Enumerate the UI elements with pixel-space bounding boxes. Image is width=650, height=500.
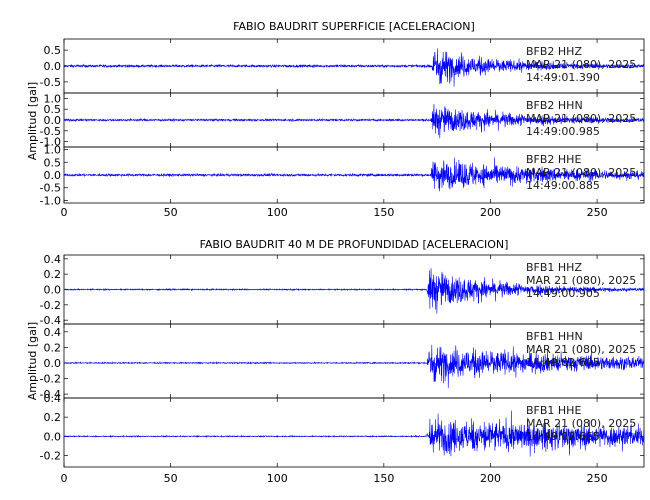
waveform-line: [63, 410, 645, 457]
trace-station-label: BFB1 HHN: [526, 330, 583, 343]
trace-date-label: MAR 21 (080), 2025: [526, 343, 636, 356]
x-tick-label: 250: [587, 206, 608, 219]
trace-station-label: BFB2 HHE: [526, 153, 581, 166]
x-tick-label: 50: [164, 206, 178, 219]
y-tick-label: 0.5: [44, 156, 62, 169]
y-tick-label: 0.4: [44, 326, 62, 339]
waveform-line: [63, 48, 645, 87]
y-tick-label: 0.5: [44, 44, 62, 57]
y-tick-label: -0.4: [40, 388, 61, 401]
x-tick-label: 100: [267, 472, 288, 485]
chart-panel-2: FABIO BAUDRIT 40 M DE PROFUNDIDAD [ACELE…: [26, 238, 645, 485]
y-tick-label: 1.0: [44, 144, 62, 157]
y-tick-label: 0.0: [44, 169, 62, 182]
y-tick-label: 0.5: [44, 103, 62, 116]
trace-date-label: MAR 21 (080), 2025: [526, 166, 636, 179]
waveform-line: [63, 344, 645, 388]
y-tick-label: -1.0: [40, 136, 61, 149]
y-tick-label: 0.4: [44, 392, 62, 405]
x-tick-label: 200: [480, 206, 501, 219]
y-tick-label: -0.2: [40, 373, 61, 386]
trace-station-label: BFB1 HHE: [526, 404, 581, 417]
y-tick-label: 1.0: [44, 92, 62, 105]
trace-date-label: MAR 21 (080), 2025: [526, 417, 636, 430]
y-tick-label: -0.2: [40, 299, 61, 312]
trace-time-label: 14:49:00.885: [526, 179, 600, 192]
y-tick-label: -1.0: [40, 194, 61, 207]
y-tick-label: 0.2: [44, 268, 62, 281]
y-axis-label: Amplitud [gal]: [26, 322, 39, 400]
y-tick-label: 0.4: [44, 253, 62, 266]
y-tick-label: -0.5: [40, 76, 61, 89]
waveform-line: [63, 104, 645, 139]
y-tick-label: 0.0: [44, 114, 62, 127]
chart-panel-1: FABIO BAUDRIT SUPERFICIE [ACELERACION] Am…: [26, 20, 645, 219]
x-tick-label: 150: [373, 472, 394, 485]
trace-station-label: BFB2 HHN: [526, 99, 583, 112]
waveform-line: [63, 157, 645, 192]
trace-time-label: 14:49:01.390: [526, 71, 600, 84]
y-tick-label: 0.0: [44, 284, 62, 297]
trace-date-label: MAR 21 (080), 2025: [526, 112, 636, 125]
y-tick-label: 0.0: [44, 60, 62, 73]
x-tick-label: 250: [587, 472, 608, 485]
x-tick-label: 0: [61, 472, 68, 485]
x-tick-label: 50: [164, 472, 178, 485]
x-tick-label: 100: [267, 206, 288, 219]
waveform-line: [63, 268, 645, 314]
y-axis-label: Amplitud [gal]: [26, 82, 39, 160]
trace-time-label: 14:49:02.665: [526, 430, 600, 443]
trace-time-label: 14:49:00.905: [526, 287, 600, 300]
trace-station-label: BFB2 HHZ: [526, 45, 582, 58]
x-tick-label: 0: [61, 206, 68, 219]
y-tick-label: -0.4: [40, 314, 61, 327]
y-tick-label: -0.5: [40, 125, 61, 138]
x-tick-label: 200: [480, 472, 501, 485]
y-tick-label: -0.2: [40, 450, 61, 463]
y-tick-label: 0.0: [44, 357, 62, 370]
y-tick-label: 0.0: [44, 430, 62, 443]
y-tick-label: 0.2: [44, 411, 62, 424]
chart-title: FABIO BAUDRIT SUPERFICIE [ACELERACION]: [233, 20, 475, 33]
y-tick-label: -0.5: [40, 182, 61, 195]
x-tick-label: 150: [373, 206, 394, 219]
trace-date-label: MAR 21 (080), 2025: [526, 274, 636, 287]
y-tick-label: 0.2: [44, 341, 62, 354]
trace-time-label: 14:49:02.695: [526, 356, 600, 369]
trace-station-label: BFB1 HHZ: [526, 261, 582, 274]
chart-title: FABIO BAUDRIT 40 M DE PROFUNDIDAD [ACELE…: [200, 238, 509, 251]
trace-date-label: MAR 21 (080), 2025: [526, 58, 636, 71]
trace-time-label: 14:49:00.985: [526, 125, 600, 138]
